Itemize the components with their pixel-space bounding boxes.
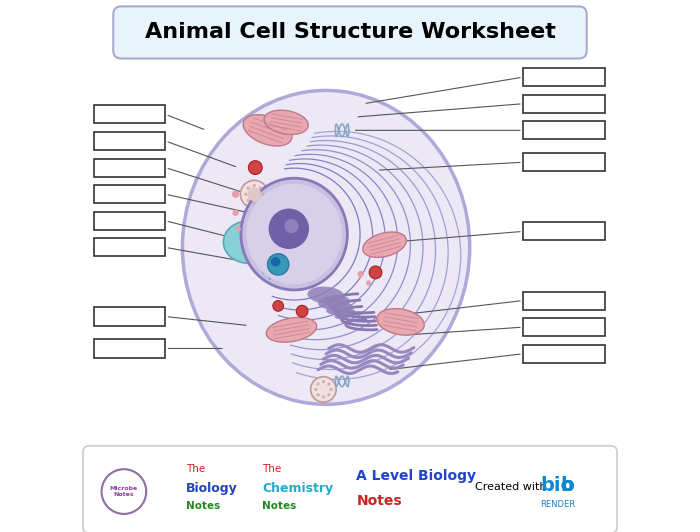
FancyBboxPatch shape [94, 159, 165, 177]
Text: The: The [186, 464, 205, 474]
Ellipse shape [241, 178, 347, 290]
Circle shape [296, 305, 308, 317]
Circle shape [269, 209, 309, 249]
Ellipse shape [326, 302, 353, 315]
Circle shape [322, 395, 325, 398]
Ellipse shape [266, 318, 316, 342]
FancyBboxPatch shape [262, 291, 284, 315]
Circle shape [232, 190, 239, 198]
Text: Chemistry: Chemistry [262, 482, 333, 495]
Text: The: The [262, 464, 281, 474]
FancyBboxPatch shape [94, 238, 165, 256]
Circle shape [253, 184, 256, 187]
FancyBboxPatch shape [523, 318, 606, 336]
Ellipse shape [264, 110, 308, 135]
Circle shape [246, 187, 250, 190]
Circle shape [327, 383, 330, 386]
FancyBboxPatch shape [94, 339, 165, 358]
FancyBboxPatch shape [253, 286, 276, 310]
Ellipse shape [363, 232, 407, 257]
Ellipse shape [335, 309, 355, 319]
Text: Notes: Notes [186, 502, 220, 511]
Ellipse shape [183, 90, 470, 404]
Text: Microbe: Microbe [110, 486, 138, 491]
Circle shape [247, 187, 261, 201]
Ellipse shape [243, 115, 292, 146]
Circle shape [366, 280, 371, 286]
Circle shape [316, 383, 320, 386]
Text: bio: bio [540, 476, 574, 495]
Circle shape [330, 388, 332, 391]
Circle shape [314, 388, 317, 391]
Circle shape [322, 380, 325, 384]
FancyBboxPatch shape [523, 121, 606, 139]
Circle shape [248, 161, 262, 174]
Circle shape [102, 469, 146, 514]
Ellipse shape [318, 295, 350, 309]
Circle shape [253, 201, 256, 204]
Ellipse shape [307, 287, 344, 304]
Ellipse shape [223, 221, 274, 263]
Circle shape [236, 226, 241, 231]
Circle shape [259, 198, 262, 202]
FancyBboxPatch shape [94, 212, 165, 230]
Circle shape [267, 254, 289, 275]
Text: Notes: Notes [356, 494, 402, 508]
Circle shape [232, 210, 239, 216]
FancyBboxPatch shape [523, 95, 606, 113]
FancyBboxPatch shape [523, 292, 606, 310]
Circle shape [246, 198, 250, 202]
FancyBboxPatch shape [523, 68, 606, 86]
Circle shape [273, 301, 284, 311]
Circle shape [311, 377, 336, 402]
Circle shape [327, 393, 330, 396]
FancyBboxPatch shape [523, 153, 606, 171]
FancyBboxPatch shape [113, 6, 587, 59]
Text: Biology: Biology [186, 482, 238, 495]
Circle shape [316, 393, 320, 396]
Circle shape [259, 187, 262, 190]
Text: A Level Biology: A Level Biology [356, 469, 477, 483]
Text: Notes: Notes [113, 492, 134, 497]
Text: Created with: Created with [475, 482, 547, 492]
FancyBboxPatch shape [83, 446, 617, 532]
Ellipse shape [377, 309, 424, 335]
Circle shape [240, 180, 268, 208]
Circle shape [244, 193, 247, 196]
FancyBboxPatch shape [94, 307, 165, 326]
Text: Animal Cell Structure Worksheet: Animal Cell Structure Worksheet [145, 22, 555, 43]
Circle shape [271, 257, 280, 267]
FancyBboxPatch shape [523, 222, 606, 240]
Circle shape [369, 266, 382, 279]
Circle shape [261, 193, 265, 196]
FancyBboxPatch shape [523, 345, 606, 363]
Ellipse shape [246, 184, 342, 284]
FancyBboxPatch shape [94, 105, 165, 123]
Circle shape [284, 219, 299, 233]
FancyBboxPatch shape [94, 132, 165, 150]
Text: b: b [560, 476, 574, 495]
FancyBboxPatch shape [94, 185, 165, 203]
Text: Notes: Notes [262, 502, 297, 511]
Text: RENDER: RENDER [540, 500, 575, 509]
Circle shape [358, 271, 364, 277]
